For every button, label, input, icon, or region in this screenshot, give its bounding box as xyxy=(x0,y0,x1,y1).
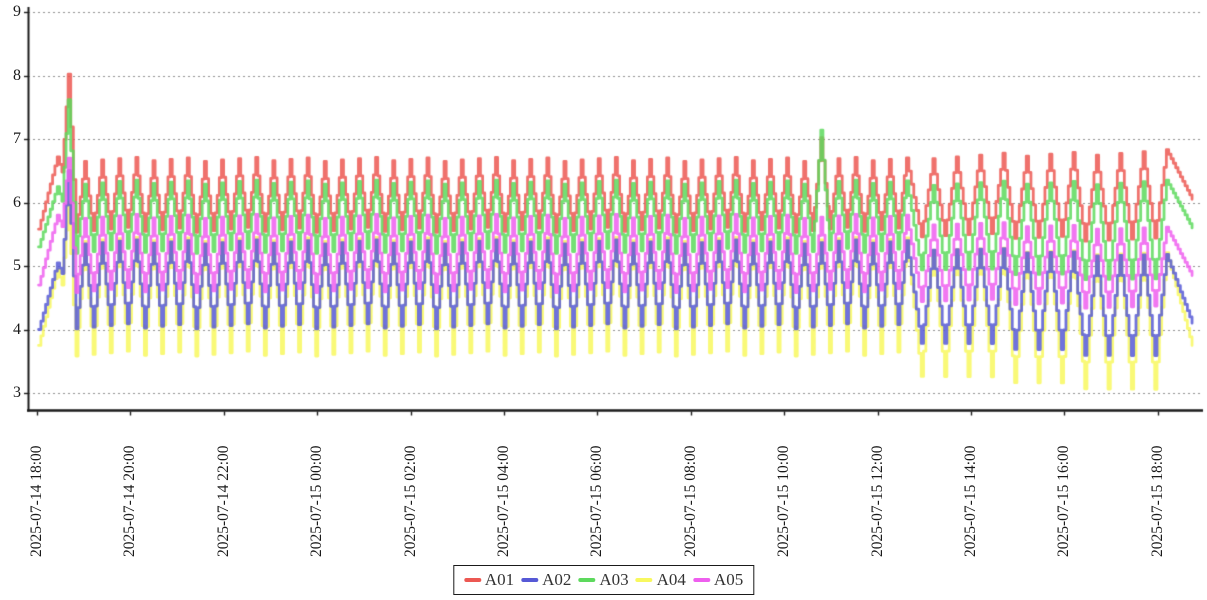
x-tick-label: 2025-07-14 18:00 xyxy=(28,445,45,557)
legend: A01 A02 A03 A04 A05 xyxy=(452,565,755,595)
legend-label-a05: A05 xyxy=(713,570,744,589)
y-tick-label: 3 xyxy=(13,384,21,401)
legend-swatch-a03 xyxy=(578,578,596,582)
y-tick-label: 4 xyxy=(13,320,21,338)
x-tick-label: 2025-07-15 18:00 xyxy=(1148,445,1166,557)
legend-swatch-a02 xyxy=(521,578,539,582)
x-tick-label: 2025-07-15 10:00 xyxy=(775,445,793,557)
legend-swatch-a04 xyxy=(635,578,653,582)
x-tick-label: 2025-07-14 22:00 xyxy=(214,445,232,557)
x-tick-label: 2025-07-15 04:00 xyxy=(495,445,512,557)
x-tick-label: 2025-07-14 20:00 xyxy=(121,445,139,557)
x-tick-label: 2025-07-15 00:00 xyxy=(308,445,326,557)
x-tick-label: 2025-07-15 14:00 xyxy=(962,445,979,557)
legend-label-a04: A04 xyxy=(656,570,686,589)
legend-item-a05: A05 xyxy=(692,570,744,590)
x-tick-label: 2025-07-15 02:00 xyxy=(401,445,419,557)
y-tick-label: 7 xyxy=(13,130,21,147)
x-tick-label: 2025-07-15 12:00 xyxy=(868,445,886,557)
x-tick-label: 2025-07-15 16:00 xyxy=(1055,445,1073,557)
legend-item-a04: A04 xyxy=(635,570,686,590)
legend-item-a03: A03 xyxy=(578,570,629,590)
legend-label-a02: A02 xyxy=(542,570,572,589)
y-tick-label: 8 xyxy=(13,66,21,84)
x-tick-label: 2025-07-15 06:00 xyxy=(588,445,606,557)
legend-swatch-a01 xyxy=(463,578,481,582)
legend-item-a01: A01 xyxy=(463,570,515,590)
legend-swatch-a05 xyxy=(692,578,710,582)
y-tick-label: 9 xyxy=(13,3,21,20)
legend-label-a01: A01 xyxy=(484,570,515,589)
legend-item-a02: A02 xyxy=(521,570,571,590)
y-tick-label: 6 xyxy=(13,193,21,211)
y-tick-label: 5 xyxy=(13,257,21,274)
x-tick-label: 2025-07-15 08:00 xyxy=(681,445,699,557)
legend-label-a03: A03 xyxy=(599,570,629,589)
